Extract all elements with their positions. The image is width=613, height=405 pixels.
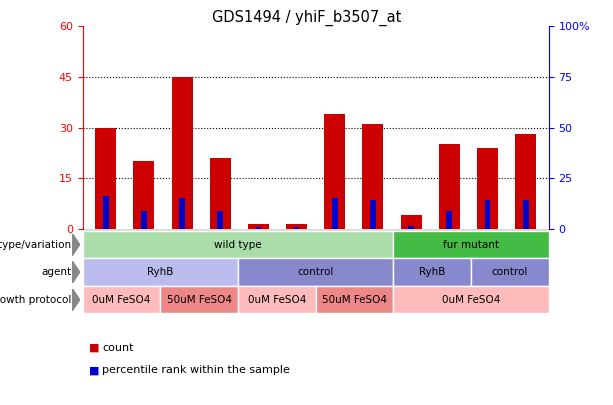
Bar (256, 227, 261, 229)
Bar (485, 200, 490, 229)
Bar (248, 224, 269, 229)
Text: control: control (297, 267, 334, 277)
Text: ■: ■ (89, 343, 99, 353)
Text: 50uM FeSO4: 50uM FeSO4 (322, 295, 387, 305)
Text: 0uM FeSO4: 0uM FeSO4 (93, 295, 151, 305)
Text: wild type: wild type (214, 240, 262, 249)
Bar (218, 211, 223, 229)
Polygon shape (72, 261, 80, 283)
Bar (95, 128, 116, 229)
Text: percentile rank within the sample: percentile rank within the sample (102, 365, 290, 375)
Text: 0uM FeSO4: 0uM FeSO4 (442, 295, 500, 305)
Bar (179, 198, 185, 229)
Bar (134, 161, 154, 229)
Bar (172, 77, 192, 229)
Text: control: control (492, 267, 528, 277)
Bar (515, 134, 536, 229)
Bar (324, 114, 345, 229)
Bar (294, 227, 300, 229)
Bar (286, 224, 307, 229)
Bar (370, 200, 376, 229)
Text: RyhB: RyhB (419, 267, 446, 277)
Polygon shape (72, 234, 80, 256)
Text: agent: agent (41, 267, 71, 277)
Polygon shape (72, 289, 80, 311)
Bar (477, 148, 498, 229)
Text: count: count (102, 343, 134, 353)
Bar (362, 124, 384, 229)
Text: ■: ■ (89, 365, 99, 375)
Bar (401, 215, 422, 229)
Text: genotype/variation: genotype/variation (0, 240, 71, 249)
Bar (446, 211, 452, 229)
Bar (141, 211, 147, 229)
Text: GDS1494 / yhiF_b3507_at: GDS1494 / yhiF_b3507_at (212, 10, 401, 26)
Bar (523, 200, 528, 229)
Text: 50uM FeSO4: 50uM FeSO4 (167, 295, 232, 305)
Text: 0uM FeSO4: 0uM FeSO4 (248, 295, 306, 305)
Bar (408, 226, 414, 229)
Text: fur mutant: fur mutant (443, 240, 499, 249)
Bar (103, 196, 109, 229)
Bar (439, 145, 460, 229)
Text: RyhB: RyhB (147, 267, 173, 277)
Text: growth protocol: growth protocol (0, 295, 71, 305)
Bar (332, 198, 338, 229)
Bar (210, 158, 230, 229)
